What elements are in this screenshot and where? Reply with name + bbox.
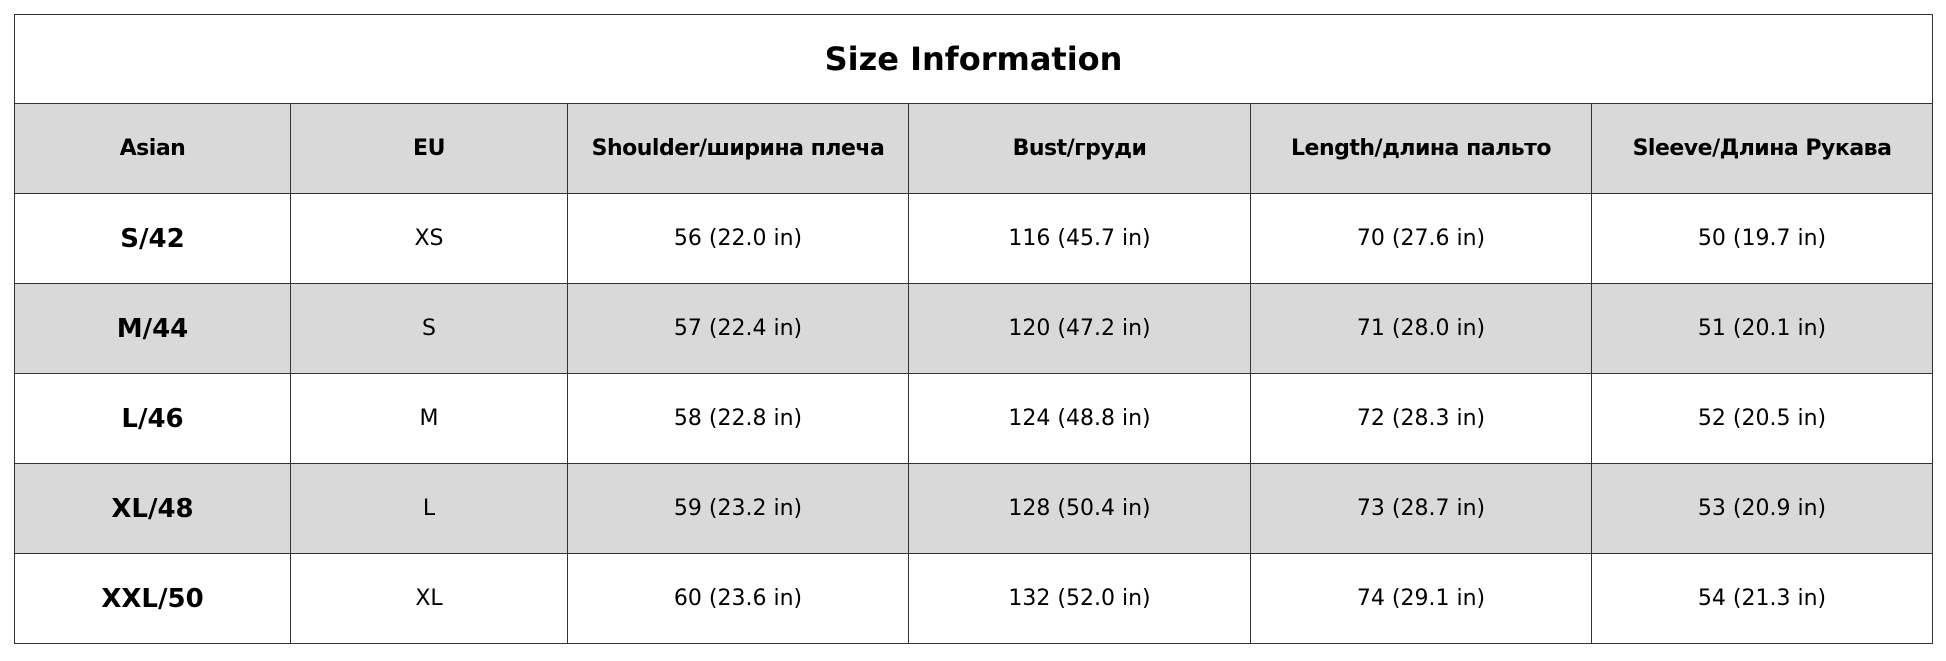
- cell-length: 74 (29.1 in): [1250, 553, 1592, 644]
- cell-bust: 124 (48.8 in): [908, 373, 1251, 464]
- cell-shoulder: 60 (23.6 in): [567, 553, 909, 644]
- cell-asian: L/46: [14, 373, 291, 464]
- cell-eu: L: [290, 463, 568, 554]
- cell-sleeve: 50 (19.7 in): [1590, 193, 1934, 284]
- cell-shoulder: 57 (22.4 in): [567, 283, 909, 374]
- size-table: Size Information Asian EU Shoulder/ширина …: [13, 14, 1934, 644]
- table-title: Size Information: [13, 14, 1934, 104]
- cell-eu: XL: [290, 553, 568, 644]
- column-header-sleeve: Sleeve/Длина Рукава: [1590, 103, 1934, 194]
- cell-sleeve: 51 (20.1 in): [1590, 283, 1934, 374]
- cell-length: 71 (28.0 in): [1250, 283, 1592, 374]
- column-header-asian: Asian: [14, 103, 291, 194]
- table-row: L/46 M 58 (22.8 in) 124 (48.8 in) 72 (28.3 i…: [14, 373, 1934, 464]
- cell-eu: XS: [290, 193, 568, 284]
- cell-sleeve: 52 (20.5 in): [1590, 373, 1934, 464]
- cell-bust: 120 (47.2 in): [908, 283, 1251, 374]
- cell-asian: S/42: [14, 193, 291, 284]
- cell-bust: 116 (45.7 in): [908, 193, 1251, 284]
- cell-length: 73 (28.7 in): [1250, 463, 1592, 554]
- cell-shoulder: 56 (22.0 in): [567, 193, 909, 284]
- column-header-eu: EU: [290, 103, 568, 194]
- cell-bust: 132 (52.0 in): [908, 553, 1251, 644]
- column-header-length: Length/длина пальто: [1250, 103, 1592, 194]
- column-header-shoulder: Shoulder/ширина плеча: [567, 103, 909, 194]
- cell-shoulder: 59 (23.2 in): [567, 463, 909, 554]
- cell-eu: M: [290, 373, 568, 464]
- table-row: M/44 S 57 (22.4 in) 120 (47.2 in) 71 (28.0 i…: [14, 283, 1934, 374]
- cell-shoulder: 58 (22.8 in): [567, 373, 909, 464]
- table-row: XXL/50 XL 60 (23.6 in) 132 (52.0 in) 74 (29.…: [14, 553, 1934, 644]
- table-row: S/42 XS 56 (22.0 in) 116 (45.7 in) 70 (27.6 …: [14, 193, 1934, 284]
- column-header-bust: Bust/груди: [908, 103, 1251, 194]
- cell-asian: XL/48: [14, 463, 291, 554]
- cell-bust: 128 (50.4 in): [908, 463, 1251, 554]
- cell-sleeve: 54 (21.3 in): [1590, 553, 1934, 644]
- cell-asian: M/44: [14, 283, 291, 374]
- table-row: XL/48 L 59 (23.2 in) 128 (50.4 in) 73 (28.7 …: [14, 463, 1934, 554]
- cell-length: 72 (28.3 in): [1250, 373, 1592, 464]
- header-row: Asian EU Shoulder/ширина плеча Bust/груди Le…: [14, 103, 1934, 194]
- cell-eu: S: [290, 283, 568, 374]
- cell-asian: XXL/50: [14, 553, 291, 644]
- cell-sleeve: 53 (20.9 in): [1590, 463, 1934, 554]
- cell-length: 70 (27.6 in): [1250, 193, 1592, 284]
